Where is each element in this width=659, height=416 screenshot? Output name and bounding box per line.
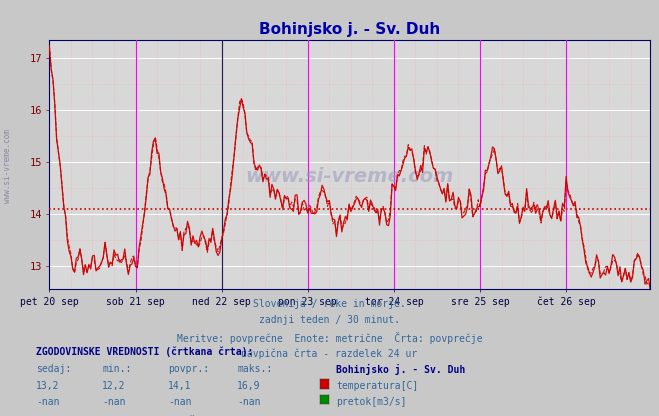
Text: Slovenija / reke in morje.: Slovenija / reke in morje.	[253, 299, 406, 309]
Text: 16,9: 16,9	[237, 381, 261, 391]
Text: pretok[m3/s]: pretok[m3/s]	[336, 397, 407, 407]
Text: 13,2: 13,2	[36, 381, 60, 391]
Text: -nan: -nan	[36, 397, 60, 407]
Text: min.:: min.:	[102, 364, 132, 374]
Text: -nan: -nan	[168, 397, 192, 407]
Text: 12,2: 12,2	[102, 381, 126, 391]
Title: Bohinjsko j. - Sv. Duh: Bohinjsko j. - Sv. Duh	[259, 22, 441, 37]
Text: -nan: -nan	[237, 397, 261, 407]
Text: maks.:: maks.:	[237, 364, 272, 374]
Text: navpična črta - razdelek 24 ur: navpična črta - razdelek 24 ur	[241, 349, 418, 359]
Text: Meritve: povprečne  Enote: metrične  Črta: povprečje: Meritve: povprečne Enote: metrične Črta:…	[177, 332, 482, 344]
Text: povpr.:: povpr.:	[168, 364, 209, 374]
Text: temperatura[C]: temperatura[C]	[336, 381, 418, 391]
Text: www.si-vreme.com: www.si-vreme.com	[246, 167, 454, 186]
Text: -nan: -nan	[102, 397, 126, 407]
Text: Bohinjsko j. - Sv. Duh: Bohinjsko j. - Sv. Duh	[336, 364, 465, 376]
Text: www.si-vreme.com: www.si-vreme.com	[3, 129, 13, 203]
Text: 14,1: 14,1	[168, 381, 192, 391]
Text: zadnji teden / 30 minut.: zadnji teden / 30 minut.	[259, 315, 400, 325]
Text: ZGODOVINSKE VREDNOSTI (črtkana črta):: ZGODOVINSKE VREDNOSTI (črtkana črta):	[36, 346, 254, 357]
Text: sedaj:: sedaj:	[36, 364, 71, 374]
